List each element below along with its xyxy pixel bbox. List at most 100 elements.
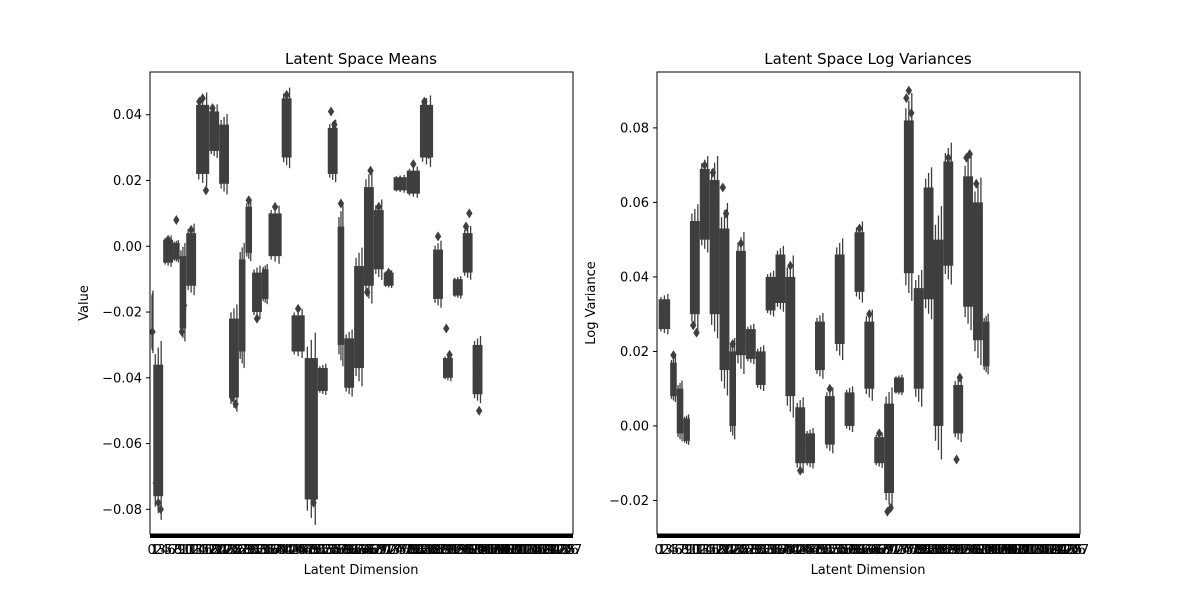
means-x-tick-label: 66 <box>361 543 378 558</box>
means-x-tick-label: 95 <box>456 543 473 558</box>
means-outlier <box>199 93 206 104</box>
logvar-x-tick-label: 82 <box>920 543 937 558</box>
logvar-outlier <box>722 208 730 219</box>
logvar-x-tick-label: 61 <box>851 543 868 558</box>
logvar-x-tick-label: 95 <box>963 543 980 558</box>
means-x-tick-label: 17 <box>199 543 216 558</box>
means-x-tick-label: 119 <box>531 543 556 558</box>
logvar-x-tick-label: 23 <box>726 543 743 558</box>
means-x-tick-label: 3 <box>157 543 165 558</box>
logvar-x-tick-label: 59 <box>845 543 862 558</box>
logvar-outlier <box>945 152 952 163</box>
logvar-x-tick-label: 1 <box>658 543 666 558</box>
means-x-tick-label: 34 <box>255 543 272 558</box>
logvar-outlier <box>787 260 794 271</box>
logvar-x-tick-label: 25 <box>733 543 750 558</box>
logvar-x-tick-label: 16 <box>703 543 720 558</box>
means-y-ticks: −0.08 −0.06 −0.04 −0.02 0.00 0.02 0.04 <box>102 108 150 518</box>
means-x-tick-label: 122 <box>541 543 566 558</box>
logvar-y-axis-label: Log Variance <box>584 261 599 345</box>
means-x-tick-label: 13 <box>186 543 203 558</box>
means-x-tick-label: 124 <box>547 543 572 558</box>
means-outlier <box>421 96 428 107</box>
means-x-tick-label: 101 <box>472 543 497 558</box>
logvar-x-tick-label: 44 <box>795 543 812 558</box>
means-x-tick-label: 107 <box>491 543 516 558</box>
logvar-x-tick-label: 97 <box>970 543 987 558</box>
logvar-outlier <box>676 391 684 402</box>
means-x-tick-label: 67 <box>364 543 381 558</box>
means-outlier <box>425 149 432 160</box>
logvar-outlier <box>875 428 883 439</box>
logvar-outlier <box>953 454 960 465</box>
means-outlier <box>443 323 450 334</box>
logvar-x-tick-label: 71 <box>884 543 901 558</box>
logvar-x-tick-label: 48 <box>808 543 825 558</box>
means-outlier <box>262 287 269 298</box>
logvar-x-tick-label: 33 <box>759 543 776 558</box>
means-x-tick-label: 78 <box>400 543 417 558</box>
means-outlier <box>157 504 164 515</box>
means-x-tick-label: 97 <box>463 543 480 558</box>
logvar-x-tick-label: 56 <box>835 543 852 558</box>
means-x-tick-label: 68 <box>367 543 384 558</box>
logvar-x-tick-label: 13 <box>693 543 710 558</box>
logvar-x-tick-label: 26 <box>736 543 753 558</box>
logvar-outlier <box>936 242 944 253</box>
means-x-tick-label: 61 <box>344 543 361 558</box>
means-x-tick-label: 116 <box>521 543 546 558</box>
means-x-tick-label: 44 <box>288 543 305 558</box>
logvar-outlier <box>661 298 668 308</box>
means-x-tick-label: 1 <box>151 543 159 558</box>
logvar-outlier <box>908 107 915 118</box>
means-x-tick-label: 125 <box>551 543 576 558</box>
means-outlier <box>367 165 374 176</box>
logvar-outlier <box>905 85 913 96</box>
logvar-outlier <box>887 502 894 513</box>
means-outlier <box>410 159 417 170</box>
means-x-tick-label: 40 <box>275 543 292 558</box>
means-x-tick-label: 25 <box>226 543 243 558</box>
means-x-tick-label: 18 <box>203 543 220 558</box>
logvar-x-tick-label: 81 <box>917 543 934 558</box>
means-x-tick-label: 88 <box>433 543 450 558</box>
logvar-x-tick-label: 38 <box>775 543 792 558</box>
logvar-x-tick-label: 121 <box>1045 543 1070 558</box>
logvar-outlier <box>796 465 804 476</box>
means-x-tick-label: 86 <box>426 543 443 558</box>
logvar-x-tick-label: 90 <box>947 543 964 558</box>
means-outlier <box>187 224 195 235</box>
means-x-tick-label: 77 <box>397 543 414 558</box>
means-x-tick-label: 85 <box>423 543 440 558</box>
means-x-tick-label: 110 <box>501 543 526 558</box>
means-x-tick-label: 60 <box>341 543 358 558</box>
means-x-tick-label: 64 <box>354 543 371 558</box>
means-x-tick-label: 87 <box>430 543 447 558</box>
means-outlier <box>232 399 239 410</box>
means-outlier <box>331 119 338 130</box>
means-outlier <box>396 175 404 186</box>
logvar-x-tick-label: 114 <box>1022 543 1047 558</box>
means-outlier <box>446 349 453 360</box>
means-x-tick-label: 0 <box>148 543 156 558</box>
logvar-x-tick-label: 111 <box>1012 543 1037 558</box>
means-outlier <box>238 339 246 350</box>
means-outlier <box>202 185 210 196</box>
logvar-y-tick-label: 0.00 <box>620 419 649 434</box>
logvar-x-tick-label: 108 <box>1002 543 1027 558</box>
logvar-x-tick-label: 87 <box>937 543 954 558</box>
logvar-outlier <box>693 327 700 338</box>
logvar-outlier <box>925 197 932 208</box>
logvar-x-tick-label: 27 <box>739 543 756 558</box>
logvar-x-tick-label: 46 <box>802 543 819 558</box>
means-x-tick-label: 62 <box>347 543 364 558</box>
logvar-x-tick-label: 102 <box>982 543 1007 558</box>
logvar-x-tick-label: 91 <box>950 543 967 558</box>
logvar-y-tick-label: 0.06 <box>620 196 649 211</box>
means-outlier <box>164 234 172 245</box>
means-x-tick-label: 111 <box>505 543 530 558</box>
logvar-x-tick-label: 53 <box>825 543 842 558</box>
logvar-y-tick-label: 0.02 <box>620 345 649 360</box>
means-x-tick-label: 63 <box>351 543 368 558</box>
logvar-x-tick-label: 30 <box>749 543 766 558</box>
